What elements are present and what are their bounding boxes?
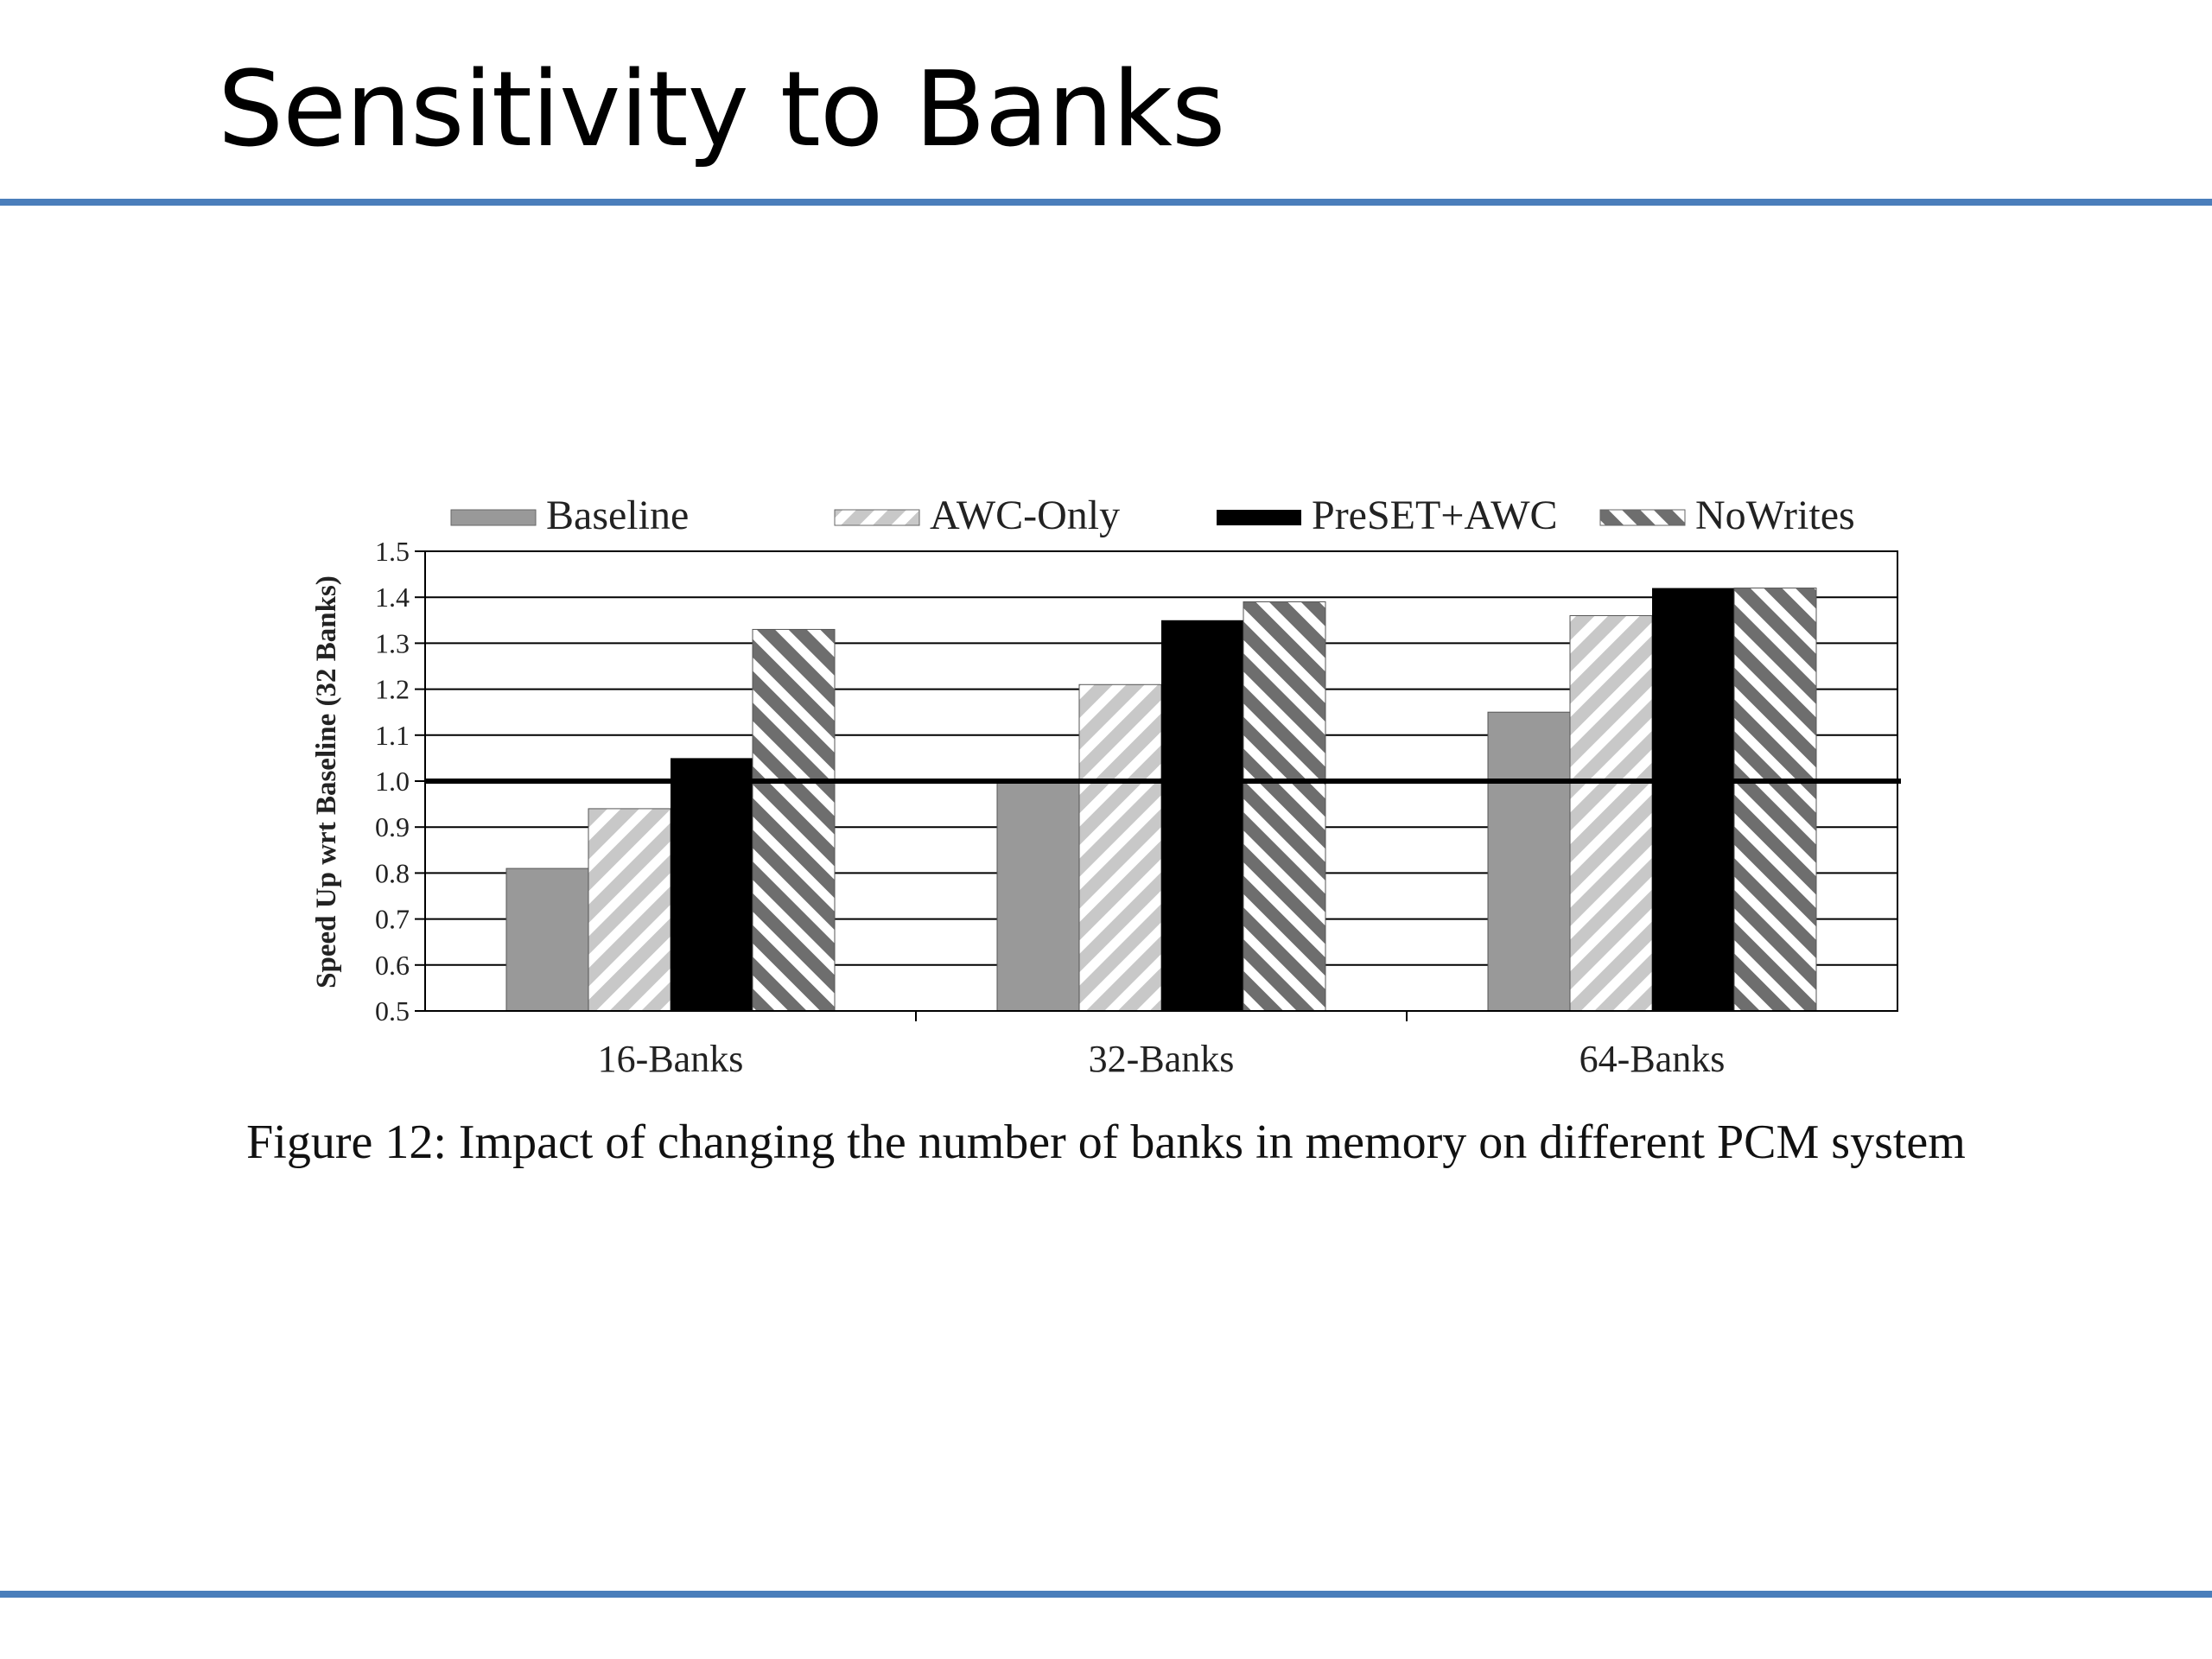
y-tick-label: 1.5 [375, 536, 410, 567]
legend-label: Baseline [546, 493, 689, 538]
y-tick-label: 0.5 [375, 995, 410, 1027]
legend-swatch [450, 509, 537, 526]
legend-swatch [1217, 510, 1301, 525]
slide-title: Sensitivity to Banks [218, 50, 1225, 170]
footer-divider [0, 1591, 2212, 1598]
y-tick-label: 0.9 [375, 811, 410, 842]
bar-preset-awc [1652, 588, 1734, 1011]
bar-nowrites [1733, 588, 1817, 1012]
bar-awc-only [588, 808, 671, 1012]
bar-awc-only [1078, 683, 1162, 1012]
bar-preset-awc [671, 758, 753, 1011]
plot-frame [424, 550, 1898, 1012]
bar-preset-awc [1161, 620, 1243, 1011]
legend-label: AWC-Only [930, 493, 1120, 538]
bar-nowrites [1243, 601, 1326, 1012]
y-tick-label: 1.4 [375, 582, 410, 613]
y-tick-label: 1.1 [375, 720, 410, 751]
legend-swatch [1599, 509, 1686, 526]
title-divider [0, 199, 2212, 206]
bar-baseline [996, 780, 1080, 1012]
y-tick-label: 1.2 [375, 674, 410, 705]
legend-label: PreSET+AWC [1312, 493, 1558, 538]
bar-baseline [1487, 711, 1571, 1012]
bar-baseline [505, 868, 589, 1012]
y-tick-label: 0.7 [375, 904, 410, 935]
legend-swatch [834, 509, 920, 526]
legend-label: NoWrites [1695, 493, 1855, 538]
figure-caption: Figure 12: Impact of changing the number… [246, 1116, 1966, 1169]
bar-nowrites [752, 628, 836, 1012]
y-tick-label: 1.0 [375, 766, 410, 797]
y-tick-label: 1.3 [375, 627, 410, 658]
x-tick-label: 32-Banks [1089, 1038, 1235, 1080]
x-tick-label: 16-Banks [598, 1038, 744, 1080]
y-tick-label: 0.8 [375, 857, 410, 888]
x-tick-label: 64-Banks [1580, 1038, 1726, 1080]
y-tick-label: 0.6 [375, 950, 410, 981]
y-axis-label: Speed Up wrt Baseline (32 Banks) [311, 575, 342, 988]
bar-awc-only [1569, 614, 1653, 1012]
